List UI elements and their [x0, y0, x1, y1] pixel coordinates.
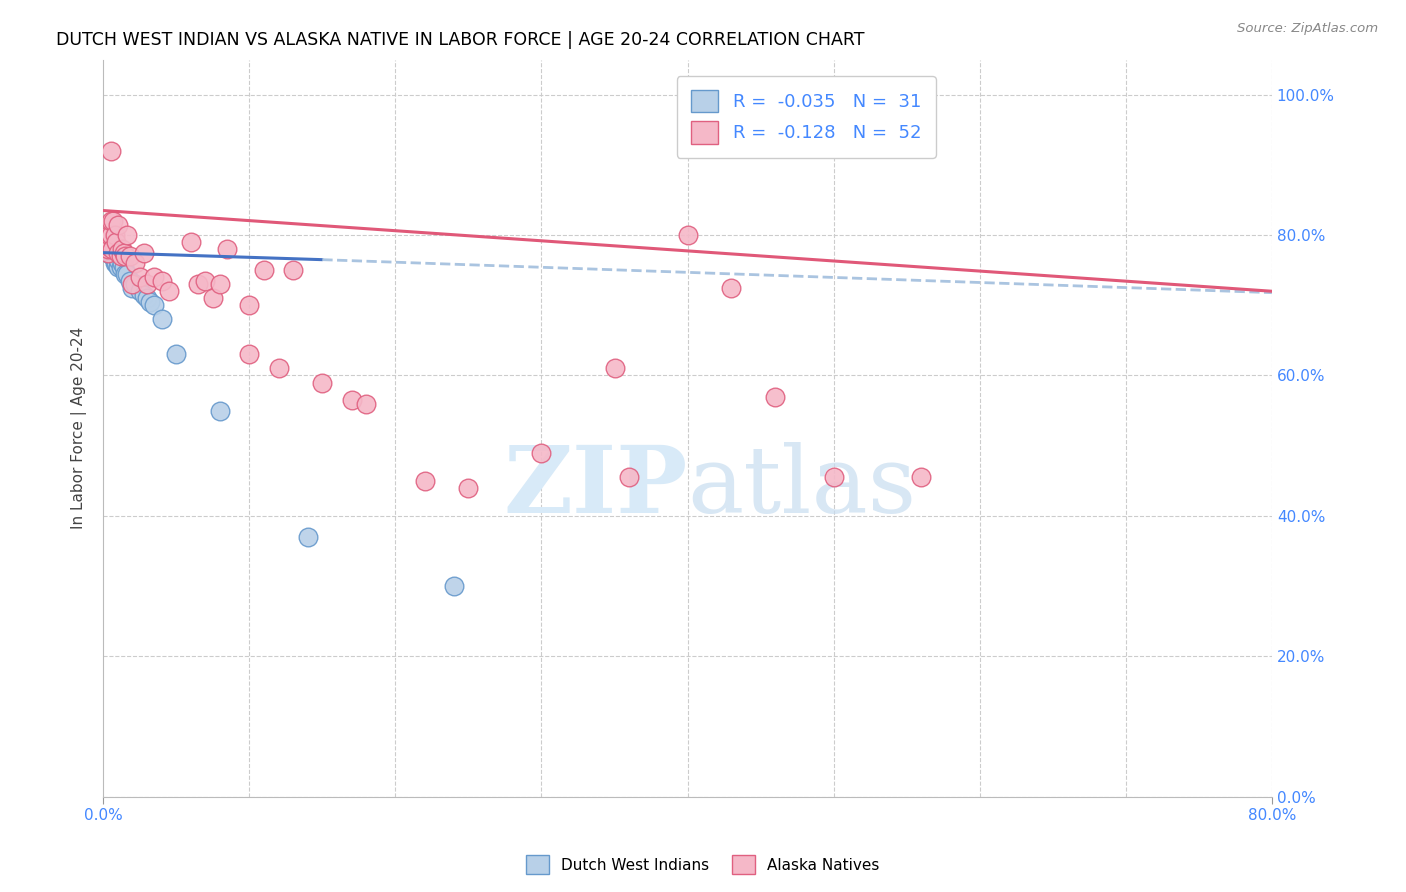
Point	[217, 242, 239, 256]
Point	[124, 256, 146, 270]
Point	[121, 277, 143, 292]
Point	[150, 312, 173, 326]
Point	[98, 238, 121, 252]
Point	[101, 242, 124, 256]
Point	[105, 235, 128, 249]
Point	[128, 270, 150, 285]
Point	[105, 256, 128, 270]
Point	[136, 291, 159, 305]
Point	[143, 270, 166, 285]
Point	[118, 274, 141, 288]
Point	[118, 249, 141, 263]
Point	[457, 481, 479, 495]
Point	[603, 361, 626, 376]
Point	[98, 235, 121, 249]
Point	[201, 291, 224, 305]
Point	[97, 245, 120, 260]
Y-axis label: In Labor Force | Age 20-24: In Labor Force | Age 20-24	[72, 327, 87, 529]
Point	[107, 245, 129, 260]
Point	[150, 274, 173, 288]
Point	[103, 245, 125, 260]
Point	[354, 396, 377, 410]
Point	[100, 214, 122, 228]
Point	[763, 390, 786, 404]
Point	[157, 285, 180, 299]
Point	[165, 347, 187, 361]
Point	[100, 231, 122, 245]
Text: ZIP: ZIP	[503, 442, 688, 533]
Text: DUTCH WEST INDIAN VS ALASKA NATIVE IN LABOR FORCE | AGE 20-24 CORRELATION CHART: DUTCH WEST INDIAN VS ALASKA NATIVE IN LA…	[56, 31, 865, 49]
Point	[114, 267, 136, 281]
Point	[97, 238, 120, 252]
Point	[115, 228, 138, 243]
Point	[134, 287, 156, 301]
Point	[107, 260, 129, 274]
Point	[112, 260, 135, 274]
Point	[209, 403, 232, 417]
Point	[101, 249, 124, 263]
Point	[910, 470, 932, 484]
Point	[98, 235, 121, 249]
Point	[823, 470, 845, 484]
Point	[103, 214, 125, 228]
Point	[238, 347, 260, 361]
Point	[115, 267, 138, 281]
Point	[97, 245, 120, 260]
Point	[253, 263, 276, 277]
Text: atlas: atlas	[688, 442, 917, 533]
Point	[111, 256, 134, 270]
Point	[112, 245, 135, 260]
Legend: Dutch West Indians, Alaska Natives: Dutch West Indians, Alaska Natives	[520, 849, 886, 880]
Point	[143, 298, 166, 312]
Point	[107, 218, 129, 232]
Point	[110, 249, 132, 263]
Point	[134, 245, 156, 260]
Point	[100, 144, 122, 158]
Point	[238, 298, 260, 312]
Point	[281, 263, 304, 277]
Point	[676, 228, 699, 243]
Point	[720, 281, 742, 295]
Point	[104, 228, 127, 243]
Point	[114, 249, 136, 263]
Point	[180, 235, 202, 249]
Point	[104, 256, 127, 270]
Point	[297, 530, 319, 544]
Point	[97, 242, 120, 256]
Point	[209, 277, 232, 292]
Point	[617, 470, 640, 484]
Point	[443, 579, 465, 593]
Text: Source: ZipAtlas.com: Source: ZipAtlas.com	[1237, 22, 1378, 36]
Point	[111, 242, 134, 256]
Legend: R =  -0.035   N =  31, R =  -0.128   N =  52: R = -0.035 N = 31, R = -0.128 N = 52	[676, 76, 935, 158]
Point	[103, 249, 125, 263]
Point	[311, 376, 333, 390]
Point	[101, 245, 124, 260]
Point	[340, 392, 363, 407]
Point	[194, 274, 217, 288]
Point	[413, 474, 436, 488]
Point	[136, 277, 159, 292]
Point	[139, 294, 162, 309]
Point	[100, 228, 122, 243]
Point	[187, 277, 209, 292]
Point	[97, 242, 120, 256]
Point	[110, 260, 132, 274]
Point	[128, 285, 150, 299]
Point	[98, 228, 121, 243]
Point	[267, 361, 290, 376]
Point	[121, 281, 143, 295]
Point	[107, 252, 129, 267]
Point	[124, 277, 146, 292]
Point	[530, 446, 553, 460]
